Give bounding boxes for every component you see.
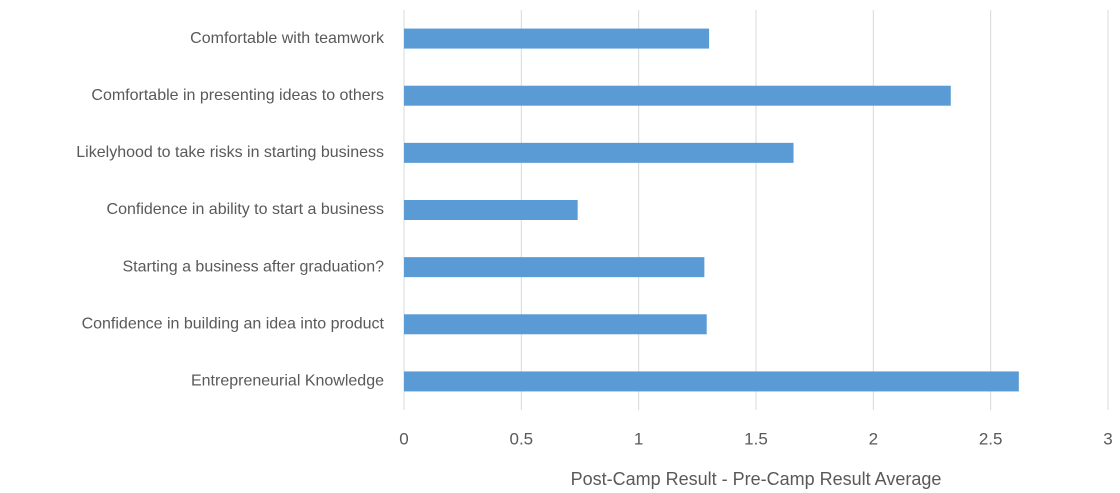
y-tick-label: Entrepreneurial Knowledge [191, 373, 384, 390]
bar [404, 200, 578, 220]
y-tick-label: Likelyhood to take risks in starting bus… [76, 144, 384, 161]
x-tick-label: 0 [399, 429, 408, 448]
y-tick-label: Confidence in building an idea into prod… [82, 316, 385, 333]
x-tick-label: 1 [634, 429, 643, 448]
y-tick-label: Comfortable in presenting ideas to other… [91, 87, 384, 104]
bar [404, 371, 1019, 392]
x-tick-label: 3 [1103, 429, 1112, 448]
x-axis-title: Post-Camp Result - Pre-Camp Result Avera… [571, 469, 942, 489]
bar [404, 314, 707, 335]
x-tick-label: 0.5 [510, 429, 534, 448]
y-tick-label: Comfortable with teamwork [190, 30, 385, 47]
y-tick-label: Starting a business after graduation? [123, 258, 385, 275]
y-tick-label: Confidence in ability to start a busines… [107, 201, 384, 218]
bar [404, 142, 794, 163]
x-tick-label: 1.5 [744, 429, 768, 448]
bar [404, 257, 705, 278]
bar [404, 85, 951, 106]
x-tick-label: 2.5 [979, 429, 1003, 448]
bar [404, 28, 710, 49]
x-tick-label: 2 [869, 429, 878, 448]
